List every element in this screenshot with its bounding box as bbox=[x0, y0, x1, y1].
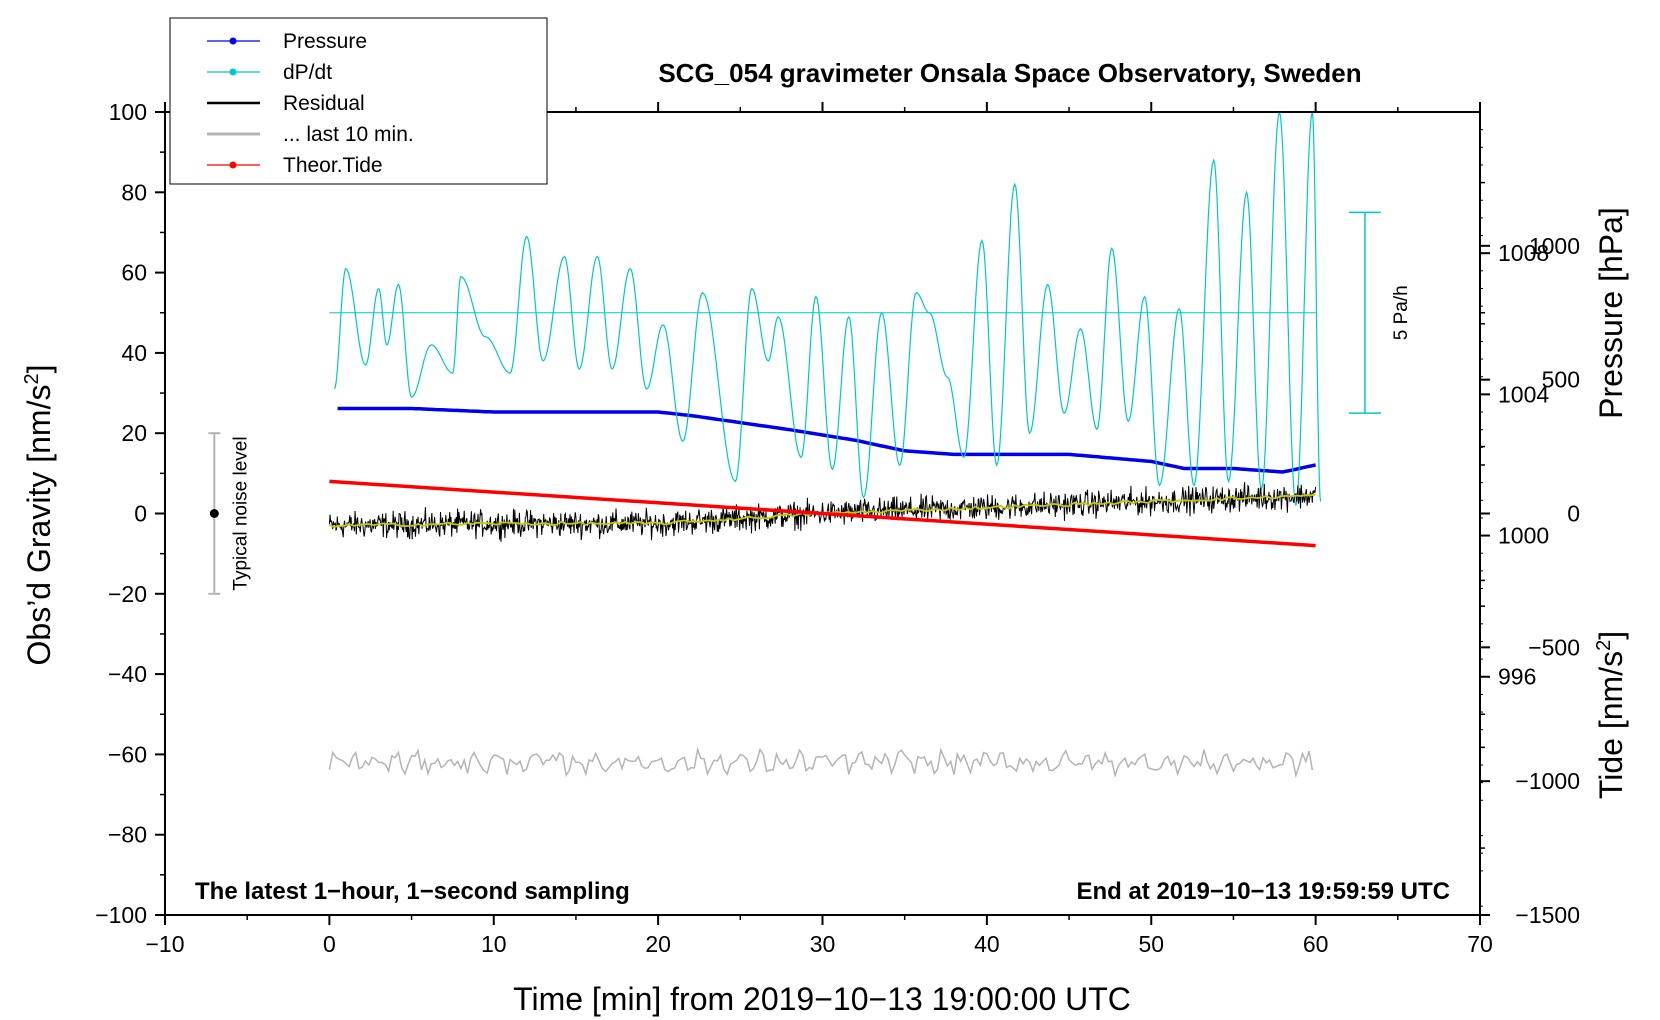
tide-tick-label: −1000 bbox=[1515, 768, 1580, 794]
plot-area bbox=[328, 111, 1322, 779]
pressure-rate-scale-bar: 5 Pa/h bbox=[1348, 211, 1412, 414]
y-tick-label: −20 bbox=[108, 581, 147, 607]
y-tick-label: 100 bbox=[109, 99, 147, 125]
scale-bar-label: 5 Pa/h bbox=[1391, 285, 1412, 340]
sampling-note: The latest 1−hour, 1−second sampling bbox=[195, 878, 630, 905]
pressure-tick-label: 1008 bbox=[1498, 240, 1549, 266]
legend-label: Theor.Tide bbox=[283, 154, 383, 177]
pressure-tick-label: 996 bbox=[1498, 664, 1536, 690]
x-tick-label: 30 bbox=[810, 931, 836, 957]
y-tick-label: 0 bbox=[134, 501, 147, 527]
noise-bar-label: Typical noise level bbox=[230, 436, 251, 590]
legend-label: ... last 10 min. bbox=[283, 123, 414, 146]
legend-label: dP/dt bbox=[283, 61, 332, 84]
tide-tick-label: 1000 bbox=[1529, 233, 1580, 259]
legend-box bbox=[169, 17, 548, 185]
y-tick-label: −100 bbox=[95, 902, 147, 928]
legend-marker bbox=[229, 68, 237, 76]
dpdt-line bbox=[333, 111, 1322, 506]
y-tick-label: −80 bbox=[108, 822, 147, 848]
chart-title: SCG_054 gravimeter Onsala Space Observat… bbox=[658, 58, 1361, 88]
tide-tick-label: −1500 bbox=[1515, 902, 1580, 928]
y-axis-pressure-title: Pressure [hPa] bbox=[1593, 207, 1629, 419]
y-axis-tide: 1000 500 0 −500 −1000 −1500 bbox=[1480, 233, 1580, 928]
x-tick-label: 70 bbox=[1467, 931, 1493, 957]
tide-tick-label: −500 bbox=[1528, 634, 1580, 660]
y-axis-tide-title: Tide [nm/s2] bbox=[1593, 631, 1629, 799]
noise-bar-center-dot bbox=[209, 509, 219, 518]
legend-marker bbox=[229, 37, 237, 45]
y-tick-label: 80 bbox=[121, 179, 147, 205]
y-tick-label: −60 bbox=[108, 741, 147, 767]
y-tick-label: 20 bbox=[121, 420, 147, 446]
series-layer bbox=[328, 111, 1322, 779]
y-axis-left-title: Obs’d Gravity [nm/s2] bbox=[21, 365, 57, 666]
pressure-tick-label: 1000 bbox=[1498, 523, 1549, 549]
tide-tick-label: 0 bbox=[1567, 501, 1580, 527]
noise-level-bar: Typical noise level bbox=[208, 432, 251, 595]
x-tick-label: 40 bbox=[974, 931, 1000, 957]
y-tick-label: 60 bbox=[121, 260, 147, 286]
y-tick-label: −40 bbox=[108, 661, 147, 687]
x-tick-label: 0 bbox=[323, 931, 336, 957]
pressure-line bbox=[337, 406, 1316, 474]
x-tick-label: −10 bbox=[145, 931, 184, 957]
y-tick-label: 40 bbox=[121, 340, 147, 366]
x-tick-label: 20 bbox=[645, 931, 671, 957]
legend-label: Pressure bbox=[283, 30, 367, 53]
last-10-min-line bbox=[328, 746, 1314, 779]
x-axis-title: Time [min] from 2019−10−13 19:00:00 UTC bbox=[513, 981, 1131, 1017]
end-time-note: End at 2019−10−13 19:59:59 UTC bbox=[1076, 878, 1450, 905]
x-tick-label: 10 bbox=[481, 931, 507, 957]
theor-tide-line bbox=[329, 479, 1316, 548]
y-axis-left: 100 80 60 40 20 0 −20 −40 −60 −80 −100 bbox=[95, 99, 165, 928]
tide-tick-label: 500 bbox=[1542, 367, 1580, 393]
legend: Pressure dP/dt Residual ... last 10 min. The… bbox=[169, 17, 548, 185]
legend-label: Residual bbox=[283, 92, 365, 115]
x-tick-label: 50 bbox=[1138, 931, 1164, 957]
x-axis: −10 0 10 20 30 40 50 60 70 bbox=[145, 102, 1493, 957]
pressure-tick-label: 1004 bbox=[1498, 381, 1549, 407]
x-tick-label: 60 bbox=[1303, 931, 1329, 957]
y-axis-pressure: 1008 1004 1000 996 bbox=[1480, 129, 1549, 907]
legend-marker bbox=[229, 161, 237, 169]
